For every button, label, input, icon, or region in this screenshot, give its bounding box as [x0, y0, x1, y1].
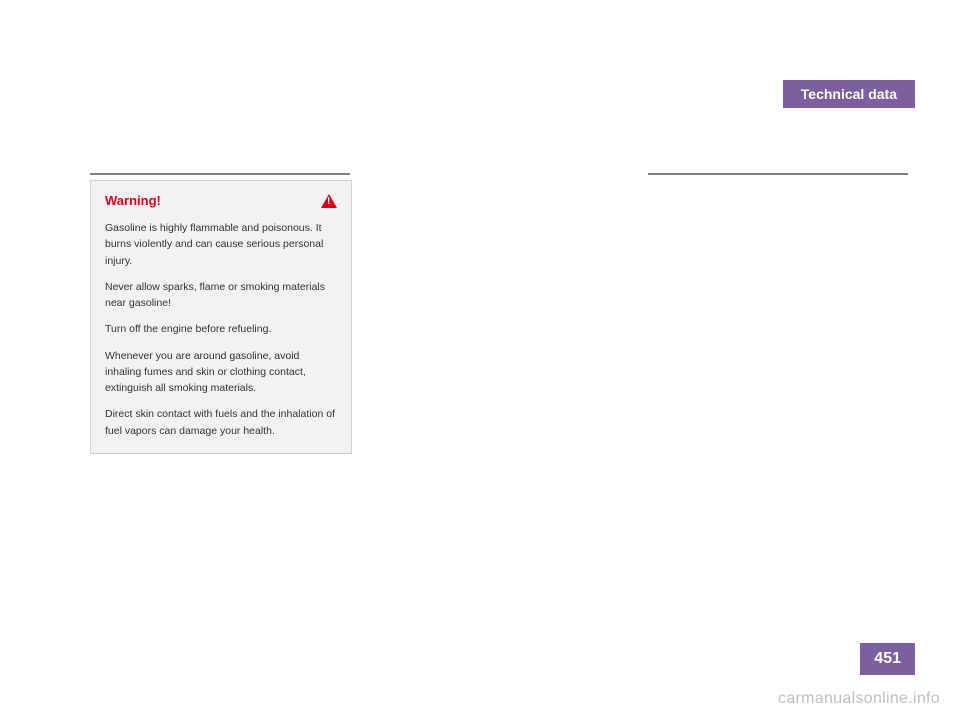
warning-paragraph: Turn off the engine before refueling.	[105, 321, 337, 337]
warning-body: Gasoline is highly flammable and poisono…	[91, 216, 351, 453]
section-header: Technical data	[783, 80, 915, 108]
page-number: 451	[860, 643, 915, 675]
warning-box: Warning! Gasoline is highly flammable an…	[90, 180, 352, 454]
manual-page: Technical data Warning! Gasoline is high…	[0, 0, 960, 720]
warning-triangle-icon	[321, 194, 337, 208]
divider-right	[648, 173, 908, 175]
warning-paragraph: Gasoline is highly flammable and poisono…	[105, 220, 337, 269]
watermark: carmanualsonline.info	[778, 690, 940, 708]
warning-title: Warning!	[105, 193, 161, 208]
warning-header: Warning!	[91, 181, 351, 216]
warning-paragraph: Whenever you are around gasoline, avoid …	[105, 348, 337, 397]
divider-left	[90, 173, 350, 175]
warning-paragraph: Direct skin contact with fuels and the i…	[105, 406, 337, 439]
warning-paragraph: Never allow sparks, flame or smoking mat…	[105, 279, 337, 312]
